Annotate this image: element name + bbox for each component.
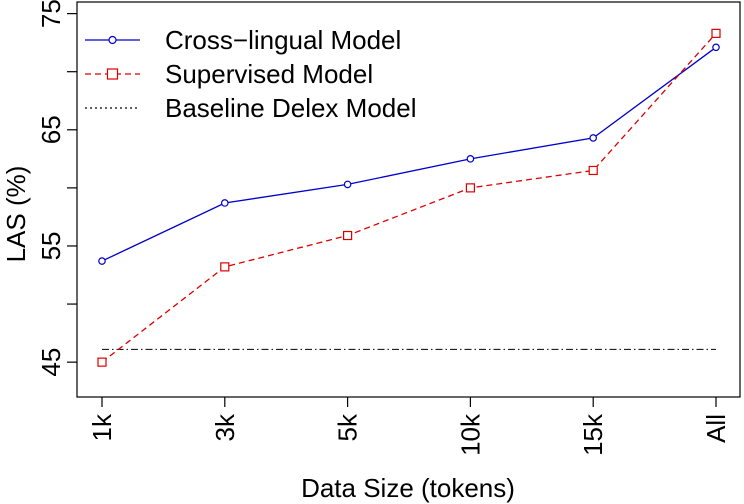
point-1-15k: [588, 165, 598, 176]
y-axis-label: LAS (%): [1, 166, 31, 263]
y-tick-label: 55: [36, 232, 66, 261]
axes: 45 55 65 75 1k 3k 5k 10k 15k All: [36, 0, 741, 456]
legend-label-0: Cross−lingual Model: [165, 25, 401, 55]
x-tick-label-3k: 3k: [210, 413, 240, 441]
point-0-10k: [466, 155, 475, 163]
series-line-0: [101, 46, 717, 262]
y-tick-label: 75: [36, 0, 66, 28]
legend-marker-1: [106, 68, 119, 80]
y-tick-label: 65: [36, 115, 66, 144]
legend-marker-0: [108, 35, 117, 45]
x-tick-label-5k: 5k: [333, 413, 363, 441]
point-1-5k: [343, 230, 353, 241]
series-markers: [97, 28, 721, 367]
point-1-1k: [97, 357, 107, 367]
legend-label-1: Supervised Model: [165, 59, 373, 89]
point-0-15k: [589, 134, 598, 142]
legend-label-2: Baseline Delex Model: [165, 93, 416, 123]
point-0-1k: [98, 257, 106, 265]
legend: Cross−lingual Model Supervised Model Basel…: [85, 25, 416, 123]
x-tick-label-10k: 10k: [455, 413, 485, 456]
series-lines: [101, 32, 717, 363]
point-1-All: [711, 28, 721, 38]
x-tick-label-15k: 15k: [578, 413, 608, 456]
x-tick-label-all: All: [701, 414, 731, 443]
point-0-All: [712, 43, 720, 52]
point-1-10k: [465, 183, 475, 193]
plot-frame: [76, 1, 741, 398]
point-0-5k: [343, 180, 352, 189]
point-1-3k: [220, 262, 230, 272]
x-tick-label-1k: 1k: [87, 413, 117, 441]
y-tick-label: 45: [36, 348, 66, 377]
point-0-3k: [221, 199, 229, 207]
x-axis-label: Data Size (tokens): [301, 473, 515, 503]
